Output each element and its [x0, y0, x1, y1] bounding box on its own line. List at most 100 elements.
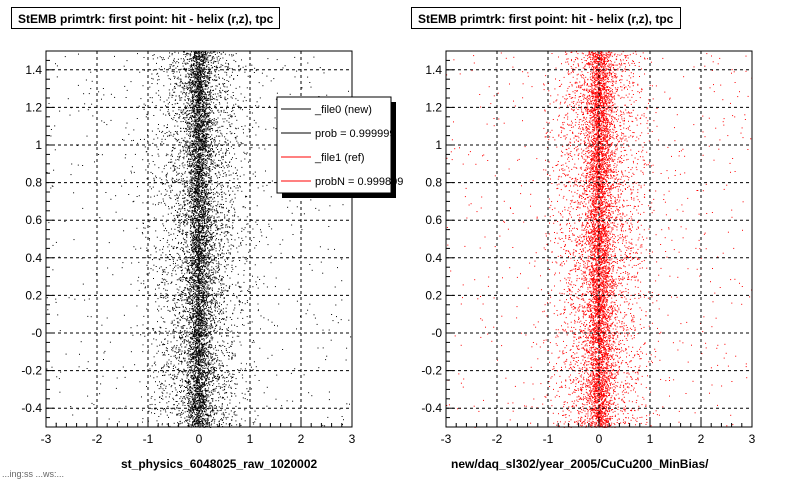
data-point [195, 275, 197, 277]
data-point [181, 272, 183, 274]
data-point [222, 340, 224, 342]
data-point [225, 193, 227, 195]
data-point [175, 67, 177, 69]
data-point [189, 206, 191, 207]
data-point [169, 425, 171, 427]
data-point [202, 55, 204, 57]
data-point [203, 306, 205, 307]
data-point [217, 341, 219, 343]
data-point [212, 145, 213, 147]
data-point [178, 371, 180, 373]
data-point [189, 345, 191, 347]
data-point [204, 214, 205, 216]
data-point [229, 152, 230, 154]
data-point [202, 362, 204, 364]
data-point [218, 268, 220, 270]
data-point [205, 418, 207, 420]
data-point [188, 194, 190, 196]
data-point [210, 256, 212, 258]
data-point [199, 64, 201, 66]
data-point [194, 380, 196, 382]
data-point [219, 344, 221, 346]
data-point [219, 377, 220, 378]
data-point [259, 97, 261, 99]
data-point [228, 327, 229, 329]
data-point [202, 133, 204, 134]
data-point [98, 91, 100, 93]
data-point [168, 78, 170, 80]
data-point [247, 75, 249, 77]
data-point [209, 381, 211, 383]
data-point [214, 139, 216, 141]
data-point [191, 279, 193, 281]
data-point [234, 353, 236, 355]
data-point [192, 399, 194, 401]
data-point [228, 384, 230, 386]
data-point [151, 408, 153, 410]
data-point [194, 70, 196, 72]
data-point [202, 417, 204, 419]
data-point [223, 323, 225, 325]
data-point [173, 374, 175, 376]
data-point [189, 278, 191, 280]
data-point [189, 127, 191, 129]
data-point [212, 363, 214, 365]
data-point [200, 231, 202, 233]
data-point [224, 71, 226, 73]
data-point [222, 159, 224, 161]
data-point [199, 211, 200, 213]
data-point [243, 281, 245, 283]
data-point [219, 276, 220, 278]
data-point [184, 118, 186, 120]
data-point [186, 377, 188, 379]
data-point [223, 386, 225, 388]
data-point [210, 311, 212, 313]
data-point [182, 197, 184, 199]
data-point [185, 68, 187, 70]
data-point [217, 203, 219, 205]
data-point [188, 269, 190, 271]
data-point [210, 51, 212, 53]
data-point [211, 300, 213, 302]
data-point [348, 319, 350, 321]
data-point [201, 319, 203, 321]
data-point [231, 358, 233, 360]
data-point [217, 195, 219, 197]
data-point [193, 134, 195, 136]
data-point [158, 388, 160, 390]
data-point [210, 413, 211, 415]
data-point [213, 267, 215, 269]
data-point [225, 99, 227, 101]
data-point [196, 298, 198, 300]
data-point [207, 368, 209, 370]
data-point [87, 361, 89, 363]
data-point [243, 151, 245, 153]
data-point [188, 151, 190, 153]
data-point [209, 118, 211, 119]
data-point [189, 293, 191, 295]
data-point [187, 102, 189, 104]
data-point [203, 415, 205, 417]
data-point [222, 196, 223, 198]
data-point [195, 311, 197, 313]
data-point [212, 56, 214, 58]
data-point [174, 182, 176, 183]
data-point [207, 335, 209, 337]
data-point [159, 296, 161, 298]
data-point [206, 174, 208, 176]
data-point [199, 408, 201, 410]
data-point [192, 371, 194, 372]
data-point [187, 299, 189, 300]
data-point [200, 140, 202, 142]
data-point [184, 357, 186, 359]
data-point [178, 172, 180, 174]
data-point [218, 55, 220, 57]
data-point [195, 81, 197, 83]
data-point [266, 405, 268, 407]
data-point [207, 284, 209, 286]
data-point [210, 420, 212, 422]
data-point [260, 229, 261, 231]
data-point [201, 81, 203, 82]
data-point [270, 262, 272, 264]
data-point [220, 189, 222, 190]
